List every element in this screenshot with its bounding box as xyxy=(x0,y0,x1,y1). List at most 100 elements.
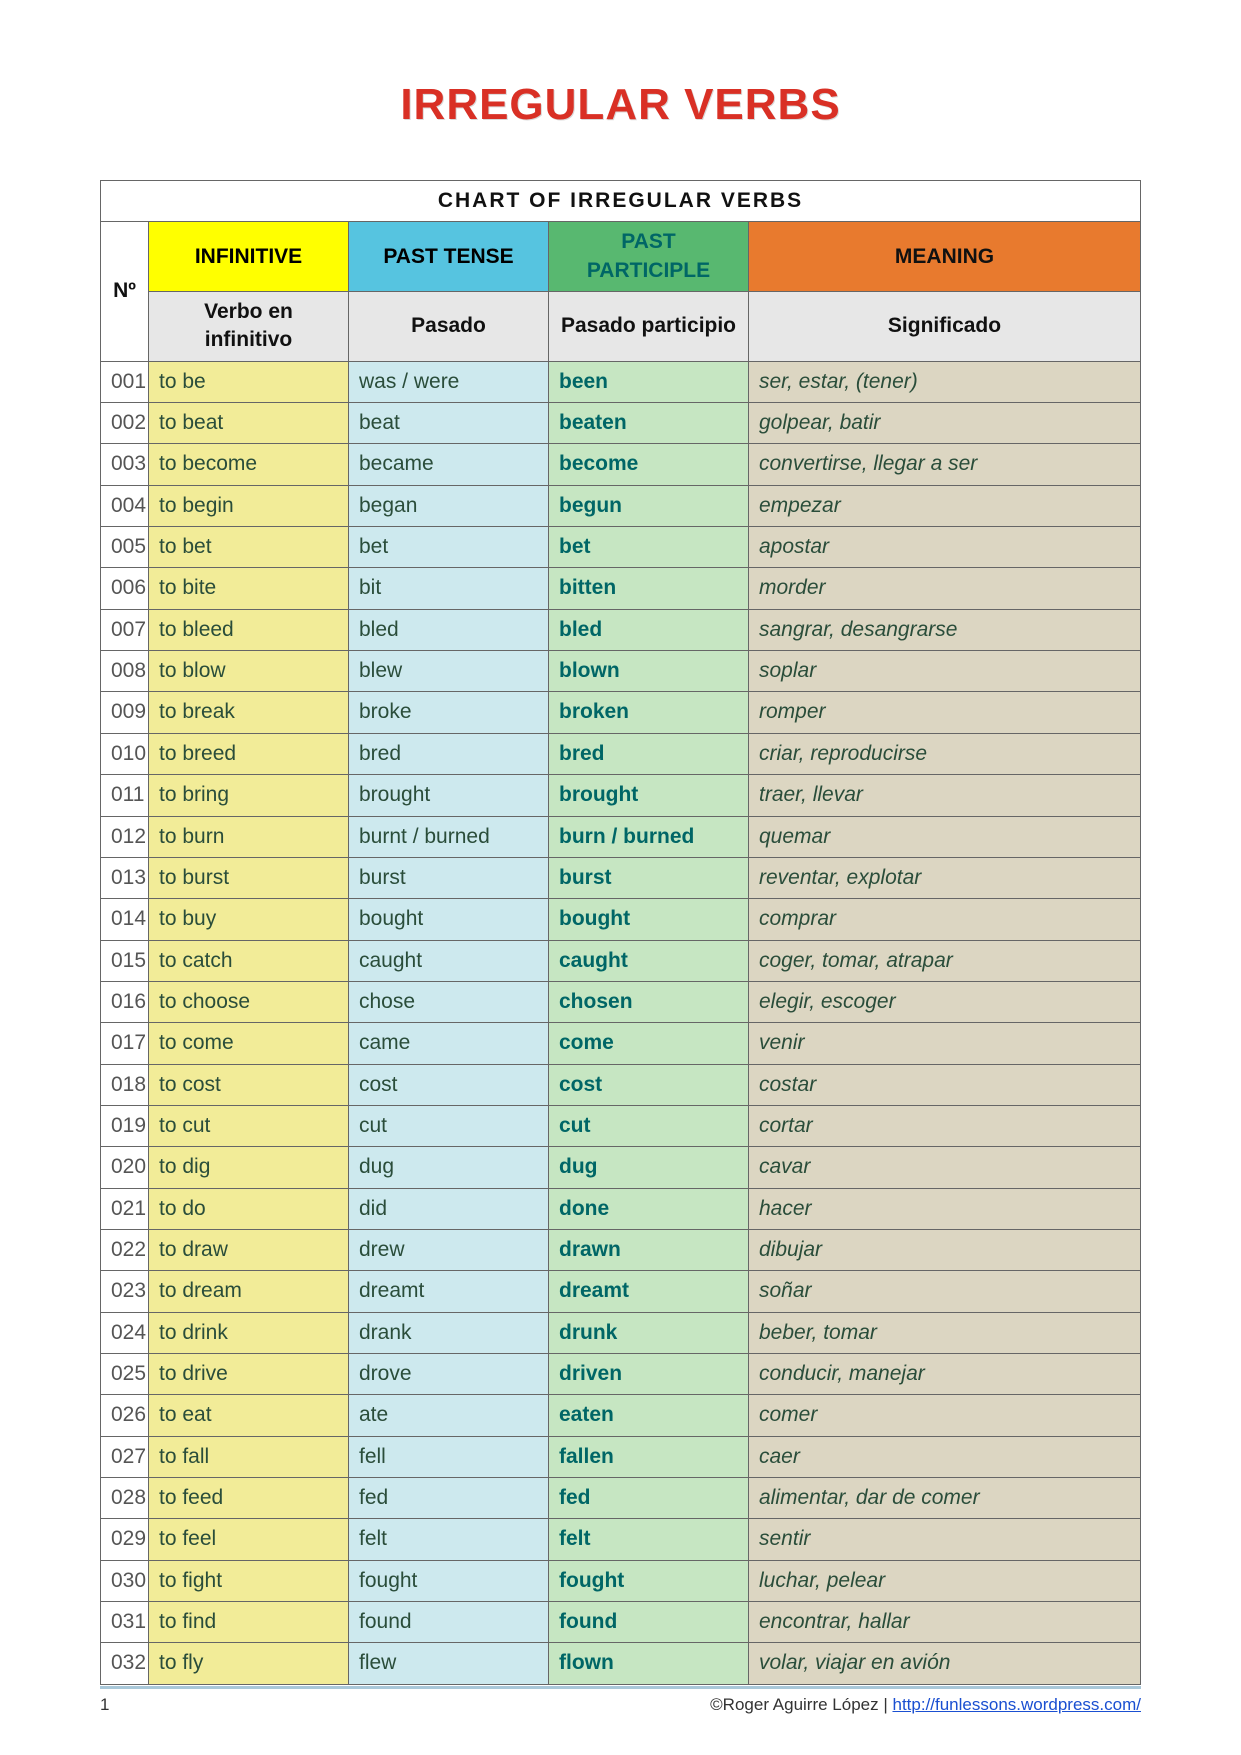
cell-infinitive: to bring xyxy=(149,775,349,816)
table-row: 010to breedbredbredcriar, reproducirse xyxy=(101,733,1141,774)
cell-meaning: dibujar xyxy=(749,1229,1141,1270)
cell-num: 021 xyxy=(101,1188,149,1229)
cell-infinitive: to burst xyxy=(149,857,349,898)
cell-meaning: conducir, manejar xyxy=(749,1353,1141,1394)
cell-participle: done xyxy=(549,1188,749,1229)
cell-infinitive: to be xyxy=(149,361,349,402)
header-participle: PAST PARTICIPLE xyxy=(549,222,749,292)
header-infinitive: INFINITIVE xyxy=(149,222,349,292)
cell-num: 026 xyxy=(101,1395,149,1436)
cell-past: brought xyxy=(349,775,549,816)
cell-infinitive: to breed xyxy=(149,733,349,774)
cell-num: 020 xyxy=(101,1147,149,1188)
cell-num: 015 xyxy=(101,940,149,981)
table-row: 019to cutcutcutcortar xyxy=(101,1105,1141,1146)
cell-participle: dreamt xyxy=(549,1271,749,1312)
cell-num: 018 xyxy=(101,1064,149,1105)
cell-participle: begun xyxy=(549,485,749,526)
cell-meaning: convertirse, llegar a ser xyxy=(749,444,1141,485)
table-row: 012to burnburnt / burnedburn / burnedque… xyxy=(101,816,1141,857)
cell-infinitive: to catch xyxy=(149,940,349,981)
cell-meaning: beber, tomar xyxy=(749,1312,1141,1353)
cell-meaning: comprar xyxy=(749,899,1141,940)
cell-infinitive: to burn xyxy=(149,816,349,857)
cell-past: felt xyxy=(349,1519,549,1560)
cell-num: 029 xyxy=(101,1519,149,1560)
page-title: IRREGULAR VERBS xyxy=(100,80,1141,130)
cell-past: began xyxy=(349,485,549,526)
cell-num: 003 xyxy=(101,444,149,485)
cell-meaning: costar xyxy=(749,1064,1141,1105)
cell-meaning: apostar xyxy=(749,527,1141,568)
cell-meaning: criar, reproducirse xyxy=(749,733,1141,774)
cell-num: 027 xyxy=(101,1436,149,1477)
cell-participle: found xyxy=(549,1602,749,1643)
cell-participle: come xyxy=(549,1023,749,1064)
cell-past: bred xyxy=(349,733,549,774)
cell-num: 004 xyxy=(101,485,149,526)
verbs-table: CHART OF IRREGULAR VERBS Nº INFINITIVE P… xyxy=(100,180,1141,1685)
cell-num: 007 xyxy=(101,609,149,650)
cell-num: 031 xyxy=(101,1602,149,1643)
cell-past: flew xyxy=(349,1643,549,1684)
cell-participle: driven xyxy=(549,1353,749,1394)
cell-participle: broken xyxy=(549,692,749,733)
cell-participle: cut xyxy=(549,1105,749,1146)
table-row: 020to digdugdugcavar xyxy=(101,1147,1141,1188)
cell-num: 002 xyxy=(101,403,149,444)
cell-past: blew xyxy=(349,651,549,692)
table-row: 001to bewas / werebeenser, estar, (tener… xyxy=(101,361,1141,402)
header-num-label: Nº xyxy=(113,277,136,305)
cell-past: came xyxy=(349,1023,549,1064)
chart-title: CHART OF IRREGULAR VERBS xyxy=(101,181,1141,222)
cell-participle: brought xyxy=(549,775,749,816)
cell-past: became xyxy=(349,444,549,485)
cell-infinitive: to break xyxy=(149,692,349,733)
subheader-row: Verbo en infinitivo Pasado Pasado partic… xyxy=(101,292,1141,362)
cell-infinitive: to bleed xyxy=(149,609,349,650)
table-row: 030to fightfoughtfoughtluchar, pelear xyxy=(101,1560,1141,1601)
cell-past: drank xyxy=(349,1312,549,1353)
cell-past: dug xyxy=(349,1147,549,1188)
cell-past: burst xyxy=(349,857,549,898)
table-row: 018to costcostcostcostar xyxy=(101,1064,1141,1105)
cell-past: burnt / burned xyxy=(349,816,549,857)
cell-participle: bred xyxy=(549,733,749,774)
cell-meaning: golpear, batir xyxy=(749,403,1141,444)
cell-infinitive: to draw xyxy=(149,1229,349,1270)
table-row: 004to beginbeganbegunempezar xyxy=(101,485,1141,526)
cell-meaning: cavar xyxy=(749,1147,1141,1188)
header-row: Nº INFINITIVE PAST TENSE PAST PARTICIPLE… xyxy=(101,222,1141,292)
table-row: 022to drawdrewdrawndibujar xyxy=(101,1229,1141,1270)
cell-meaning: soplar xyxy=(749,651,1141,692)
table-row: 015to catchcaughtcaughtcoger, tomar, atr… xyxy=(101,940,1141,981)
footer-link[interactable]: http://funlessons.wordpress.com/ xyxy=(892,1695,1141,1714)
cell-num: 023 xyxy=(101,1271,149,1312)
cell-past: ate xyxy=(349,1395,549,1436)
cell-meaning: luchar, pelear xyxy=(749,1560,1141,1601)
cell-infinitive: to come xyxy=(149,1023,349,1064)
cell-num: 012 xyxy=(101,816,149,857)
cell-participle: dug xyxy=(549,1147,749,1188)
cell-meaning: sentir xyxy=(749,1519,1141,1560)
cell-infinitive: to dig xyxy=(149,1147,349,1188)
table-row: 025to drivedrovedrivenconducir, manejar xyxy=(101,1353,1141,1394)
page-number: 1 xyxy=(100,1695,109,1715)
table-row: 016to choosechosechosenelegir, escoger xyxy=(101,981,1141,1022)
credit-prefix: ©Roger Aguirre López | xyxy=(710,1695,892,1714)
cell-infinitive: to bet xyxy=(149,527,349,568)
cell-num: 013 xyxy=(101,857,149,898)
cell-participle: felt xyxy=(549,1519,749,1560)
table-row: 029to feelfeltfeltsentir xyxy=(101,1519,1141,1560)
cell-infinitive: to bite xyxy=(149,568,349,609)
cell-num: 001 xyxy=(101,361,149,402)
cell-num: 008 xyxy=(101,651,149,692)
cell-infinitive: to choose xyxy=(149,981,349,1022)
table-row: 007to bleedbledbledsangrar, desangrarse xyxy=(101,609,1141,650)
table-row: 031to findfoundfoundencontrar, hallar xyxy=(101,1602,1141,1643)
cell-num: 009 xyxy=(101,692,149,733)
cell-past: fought xyxy=(349,1560,549,1601)
table-row: 002to beatbeatbeatengolpear, batir xyxy=(101,403,1141,444)
subheader-participle: Pasado participio xyxy=(549,292,749,362)
cell-participle: fed xyxy=(549,1478,749,1519)
